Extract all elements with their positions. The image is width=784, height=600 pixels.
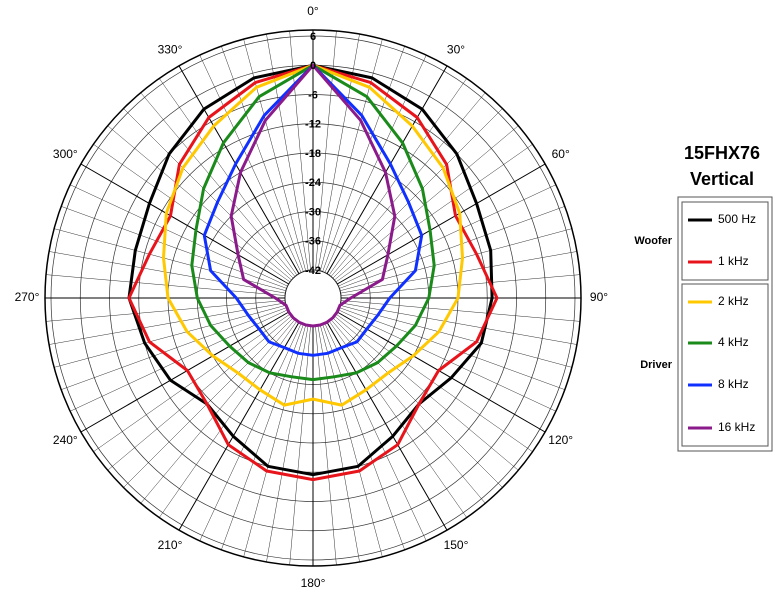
- series-line: [162, 63, 464, 407]
- minor-spoke: [221, 324, 304, 550]
- minor-spoke: [339, 206, 565, 289]
- r-tick-label: -18: [305, 148, 321, 160]
- minor-spoke: [140, 319, 296, 504]
- angle-grid-line: [326, 321, 448, 531]
- chart-title: 15FHX76: [684, 143, 760, 163]
- r-tick-label: -12: [305, 119, 321, 131]
- minor-spoke: [335, 144, 533, 283]
- minor-spoke: [338, 309, 556, 412]
- angle-grid-line: [80, 311, 290, 433]
- r-tick-label: -30: [305, 206, 321, 218]
- legend-group-box: [681, 283, 769, 447]
- series-line: [127, 63, 499, 482]
- legend-label: 1 kHz: [718, 254, 749, 268]
- minor-spoke: [340, 251, 577, 294]
- minor-spoke: [338, 184, 556, 287]
- minor-spoke: [221, 46, 304, 272]
- minor-spoke: [320, 324, 383, 557]
- minor-spoke: [243, 324, 306, 557]
- minor-spoke: [339, 307, 565, 390]
- minor-spoke: [324, 55, 427, 273]
- minor-spoke: [340, 300, 581, 322]
- chart-subtitle: Vertical: [690, 169, 754, 189]
- minor-spoke: [61, 307, 287, 390]
- series-line: [229, 63, 397, 328]
- minor-spoke: [199, 323, 302, 541]
- angle-grid-line: [326, 65, 448, 275]
- minor-spoke: [123, 317, 294, 488]
- legend-frame: [677, 196, 773, 452]
- series-line: [202, 63, 424, 357]
- r-tick-label: -42: [305, 265, 321, 277]
- r-tick-label: 0: [310, 60, 316, 72]
- legend-label: 2 kHz: [718, 294, 749, 308]
- angle-tick-label: 60°: [552, 147, 570, 161]
- r-tick-label: 6: [310, 31, 316, 43]
- angle-tick-label: 90°: [590, 290, 608, 304]
- series-line: [127, 63, 494, 477]
- minor-spoke: [159, 320, 298, 518]
- minor-spoke: [322, 324, 405, 550]
- minor-spoke: [45, 300, 286, 322]
- legend-label: 4 kHz: [718, 335, 749, 349]
- legend-group-box: [681, 201, 769, 281]
- minor-spoke: [266, 325, 309, 562]
- angle-tick-label: 120°: [548, 433, 573, 447]
- legend-label: 500 Hz: [718, 212, 756, 226]
- minor-spoke: [123, 108, 294, 279]
- angle-tick-label: 150°: [444, 538, 469, 552]
- minor-spoke: [199, 55, 302, 273]
- minor-spoke: [330, 319, 486, 504]
- minor-spoke: [332, 108, 503, 279]
- angle-tick-label: 210°: [158, 538, 183, 552]
- angle-grid-line: [178, 321, 300, 531]
- r-tick-label: -36: [305, 236, 321, 248]
- legend-group-label: Driver: [640, 359, 673, 371]
- angle-tick-label: 30°: [447, 42, 465, 56]
- angle-grid-line: [336, 311, 546, 433]
- r-tick-label: -24: [305, 177, 322, 189]
- legend-group-label: Woofer: [634, 235, 672, 247]
- angle-grid-line: [336, 163, 546, 285]
- angle-tick-label: 180°: [301, 576, 326, 590]
- angle-tick-label: 240°: [53, 433, 78, 447]
- minor-spoke: [335, 313, 533, 452]
- minor-spoke: [93, 313, 291, 452]
- minor-spoke: [330, 92, 486, 277]
- minor-spoke: [93, 144, 291, 283]
- r-tick-label: -6: [308, 89, 318, 101]
- minor-spoke: [70, 184, 288, 287]
- minor-spoke: [61, 206, 287, 289]
- angle-tick-label: 270°: [15, 290, 40, 304]
- angle-tick-label: 0°: [307, 4, 319, 18]
- minor-spoke: [324, 323, 427, 541]
- minor-spoke: [315, 325, 337, 566]
- angle-grid-line: [178, 65, 300, 275]
- legend-label: 16 kHz: [718, 420, 755, 434]
- series-line: [190, 63, 436, 382]
- angle-grid-line: [80, 163, 290, 285]
- minor-spoke: [317, 325, 360, 562]
- minor-spoke: [332, 317, 503, 488]
- minor-spoke: [340, 302, 577, 345]
- legend-label: 8 kHz: [718, 377, 749, 391]
- minor-spoke: [70, 309, 288, 412]
- minor-spoke: [49, 251, 286, 294]
- minor-spoke: [328, 320, 467, 518]
- minor-spoke: [140, 92, 296, 277]
- angle-tick-label: 300°: [53, 147, 78, 161]
- minor-spoke: [289, 325, 311, 566]
- angle-tick-label: 330°: [158, 42, 183, 56]
- minor-spoke: [322, 46, 405, 272]
- minor-spoke: [49, 302, 286, 345]
